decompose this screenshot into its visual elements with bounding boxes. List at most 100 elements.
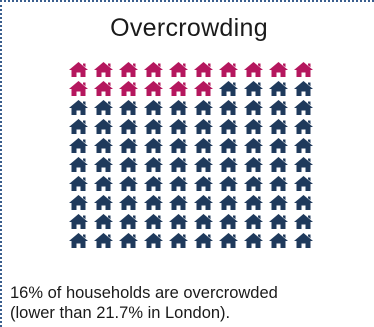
house-icon [94, 100, 113, 115]
house-icon [194, 233, 213, 248]
house-icon [219, 176, 238, 191]
house-icon [244, 138, 263, 153]
house-icon [144, 214, 163, 229]
house-icon [94, 157, 113, 172]
house-icon [269, 138, 288, 153]
house-icon [169, 157, 188, 172]
house-icon [119, 138, 138, 153]
house-icon [244, 233, 263, 248]
house-icon [144, 176, 163, 191]
house-icon-overcrowded [194, 62, 213, 77]
house-icon-overcrowded [119, 62, 138, 77]
house-icon-overcrowded [219, 62, 238, 77]
house-icon [294, 214, 313, 229]
waffle-chart [69, 62, 313, 248]
house-icon [269, 233, 288, 248]
house-icon [94, 176, 113, 191]
house-icon-overcrowded [94, 81, 113, 96]
house-icon [69, 214, 88, 229]
house-icon [144, 119, 163, 134]
house-icon [94, 233, 113, 248]
house-icon [269, 214, 288, 229]
house-icon [269, 81, 288, 96]
overcrowding-caption: 16% of households are overcrowded (lower… [10, 283, 370, 323]
house-icon [169, 176, 188, 191]
house-icon [169, 233, 188, 248]
house-icon [169, 119, 188, 134]
house-icon [69, 176, 88, 191]
house-icon [194, 157, 213, 172]
house-icon [219, 214, 238, 229]
house-icon-overcrowded [144, 62, 163, 77]
house-icon [294, 100, 313, 115]
panel-title: Overcrowding [110, 14, 268, 42]
house-icon [219, 157, 238, 172]
caption-line-2: (lower than 21.7% in London). [10, 304, 231, 322]
house-icon [219, 119, 238, 134]
house-icon [94, 119, 113, 134]
house-icon [269, 176, 288, 191]
house-icon-overcrowded [269, 62, 288, 77]
house-icon [269, 195, 288, 210]
house-icon [169, 138, 188, 153]
house-icon [219, 100, 238, 115]
house-icon-grid [66, 60, 316, 250]
house-icon [244, 100, 263, 115]
house-icon [244, 119, 263, 134]
house-icon [69, 100, 88, 115]
house-icon [69, 233, 88, 248]
house-icon [219, 195, 238, 210]
house-icon [119, 195, 138, 210]
house-icon [169, 195, 188, 210]
house-icon-overcrowded [169, 62, 188, 77]
house-icon [194, 100, 213, 115]
house-icon [244, 176, 263, 191]
house-icon [219, 81, 238, 96]
house-icon [244, 195, 263, 210]
house-icon [144, 233, 163, 248]
house-icon [194, 195, 213, 210]
house-icon [269, 100, 288, 115]
house-icon [169, 100, 188, 115]
house-icon [269, 119, 288, 134]
house-icon [294, 176, 313, 191]
house-icon [94, 214, 113, 229]
house-icon-overcrowded [94, 62, 113, 77]
house-icon-overcrowded [119, 81, 138, 96]
house-icon [169, 214, 188, 229]
caption-line-1: 16% of households are overcrowded [10, 284, 278, 302]
house-icon [294, 195, 313, 210]
house-icon [119, 176, 138, 191]
house-icon [144, 100, 163, 115]
house-icon [69, 138, 88, 153]
house-icon-overcrowded [69, 62, 88, 77]
house-icon [144, 157, 163, 172]
house-icon [219, 138, 238, 153]
house-icon-overcrowded [169, 81, 188, 96]
house-icon [244, 157, 263, 172]
house-icon [144, 195, 163, 210]
house-icon-overcrowded [194, 81, 213, 96]
house-icon [144, 138, 163, 153]
house-icon [294, 119, 313, 134]
house-icon-overcrowded [294, 62, 313, 77]
house-icon [194, 138, 213, 153]
house-icon [119, 157, 138, 172]
house-icon [94, 195, 113, 210]
house-icon [269, 157, 288, 172]
house-icon [194, 176, 213, 191]
house-icon [244, 81, 263, 96]
house-icon [119, 214, 138, 229]
house-icon-overcrowded [244, 62, 263, 77]
house-icon [294, 81, 313, 96]
house-icon [69, 119, 88, 134]
house-icon-overcrowded [144, 81, 163, 96]
house-icon [69, 157, 88, 172]
house-icon [69, 195, 88, 210]
house-icon [294, 138, 313, 153]
house-icon [119, 119, 138, 134]
house-icon [244, 214, 263, 229]
house-icon [194, 214, 213, 229]
house-icon [294, 157, 313, 172]
